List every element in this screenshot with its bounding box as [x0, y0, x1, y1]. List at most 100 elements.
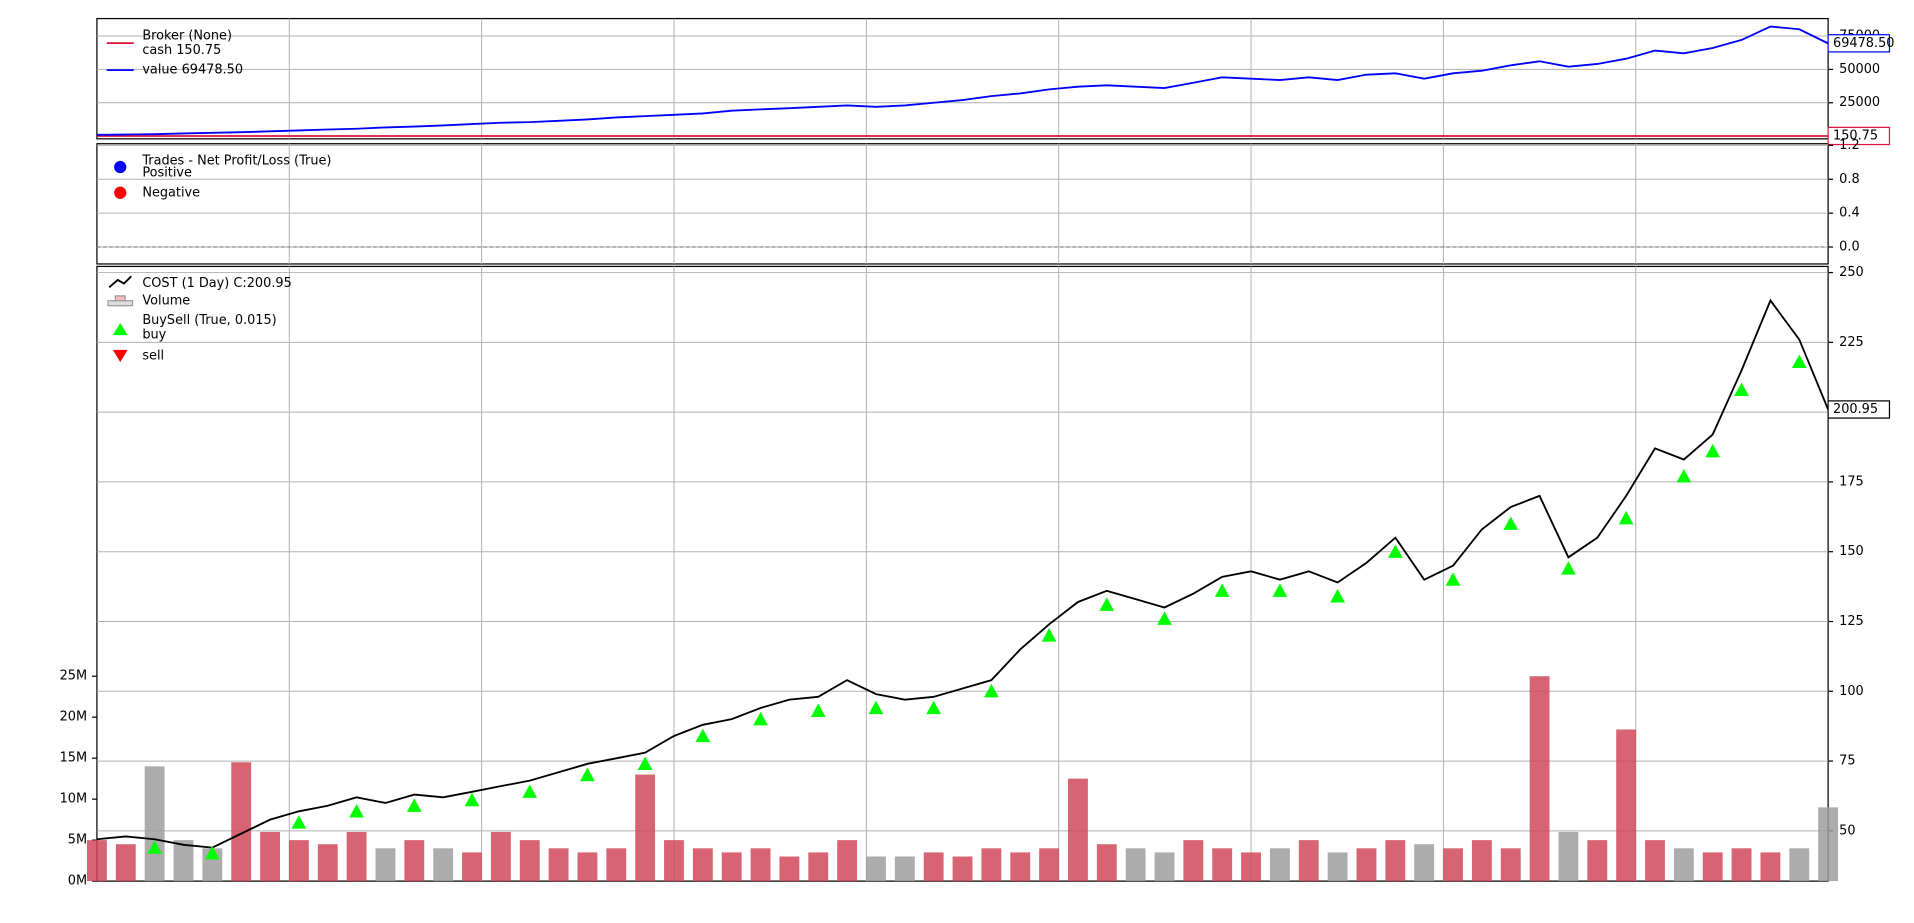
volume-bar — [866, 856, 886, 882]
legend-label: value 69478.50 — [142, 63, 243, 78]
volume-bar — [1529, 676, 1550, 882]
volume-bar — [115, 844, 136, 882]
volume-bar — [577, 852, 598, 882]
volume-bar — [1241, 852, 1261, 882]
y-tick-label: 50 — [1839, 823, 1855, 838]
volume-bar — [1471, 840, 1492, 882]
y-tick-label: 175 — [1839, 474, 1864, 489]
volume-bar — [1500, 848, 1521, 882]
last-value-label: 200.95 — [1833, 402, 1878, 417]
buy-marker — [1676, 468, 1692, 483]
buy-marker — [926, 700, 942, 715]
buy-marker — [1705, 443, 1721, 458]
buy-marker — [1099, 597, 1115, 611]
volume-bar — [952, 856, 973, 882]
volume-bar — [894, 856, 915, 882]
buy-marker — [695, 728, 711, 743]
buy-marker — [147, 840, 162, 854]
y-tick-label: 75 — [1839, 754, 1855, 769]
volume-bar — [144, 766, 165, 882]
last-value-label: 69478.50 — [1833, 36, 1894, 51]
buy-marker — [406, 798, 422, 812]
y2-tick-label: 15M — [60, 751, 88, 766]
last-value-tag — [1827, 126, 1891, 146]
volume-bar — [433, 848, 454, 882]
legend-marker — [112, 349, 128, 363]
volume-bar — [606, 848, 627, 882]
y2-tick-label: 0M — [68, 874, 87, 889]
buy-marker — [349, 803, 364, 818]
y-tick-label: 50000 — [1839, 62, 1880, 77]
volume-bar — [404, 840, 425, 882]
volume-bar — [548, 848, 569, 882]
buy-marker — [753, 711, 768, 726]
volume-bar — [721, 852, 742, 882]
y-tick-label: 250 — [1839, 265, 1864, 280]
legend-label: Volume — [142, 293, 190, 308]
y-tick-label: 225 — [1839, 335, 1864, 350]
volume-bar — [635, 774, 656, 882]
volume-bar — [346, 831, 367, 882]
volume-bar — [173, 840, 194, 882]
volume-bar — [1269, 848, 1290, 882]
volume-bar — [750, 848, 771, 882]
volume-bar — [1096, 844, 1117, 882]
volume-bar — [462, 852, 482, 882]
volume-bar — [1673, 848, 1694, 882]
buy-marker — [1445, 572, 1461, 586]
volume-bar — [923, 852, 944, 882]
panel-frame — [96, 143, 1829, 265]
volume-bar — [1010, 852, 1031, 882]
buy-marker — [868, 700, 884, 715]
volume-bar — [1385, 840, 1406, 882]
legend-label: Positive — [142, 166, 192, 181]
buy-marker — [580, 767, 595, 782]
buy-marker — [1791, 354, 1807, 369]
volume-bar — [981, 848, 1002, 882]
buy-marker — [291, 815, 307, 829]
y-tick-label: 25000 — [1839, 95, 1880, 110]
legend-marker — [112, 322, 128, 336]
panel-frame — [96, 17, 1829, 140]
volume-bar — [808, 852, 829, 882]
volume-bar — [1818, 807, 1839, 882]
buy-marker — [1561, 561, 1576, 575]
volume-bar — [1760, 852, 1781, 882]
y2-tick-label: 10M — [60, 792, 88, 807]
buy-marker — [637, 756, 653, 770]
y2-tick-label: 25M — [60, 669, 88, 684]
legend-marker — [107, 300, 134, 307]
buy-marker — [464, 792, 480, 807]
buy-marker — [810, 703, 826, 717]
y-tick-label: 150 — [1839, 544, 1864, 559]
volume-bar — [1702, 852, 1723, 882]
volume-bar — [375, 848, 396, 882]
legend-marker — [108, 275, 132, 288]
buy-marker — [1387, 544, 1403, 558]
volume-bar — [1356, 848, 1377, 882]
volume-bar — [779, 856, 800, 882]
buy-marker — [1041, 628, 1057, 642]
volume-bar — [692, 848, 713, 882]
y2-tick-label: 5M — [68, 833, 87, 848]
volume-bar — [288, 840, 309, 882]
buy-marker — [1734, 382, 1749, 396]
volume-bar — [837, 840, 858, 882]
legend-label: cash 150.75 — [142, 43, 221, 58]
y-tick-label: 0.4 — [1839, 206, 1859, 221]
buy-marker — [1330, 589, 1345, 603]
y-tick-label: 0.8 — [1839, 172, 1859, 187]
legend-title: COST (1 Day) C:200.95 — [142, 276, 291, 291]
legend-title: Trades - Net Profit/Loss (True) — [141, 153, 331, 168]
volume-bar — [1414, 844, 1435, 882]
volume-bar — [317, 844, 338, 882]
buy-marker — [204, 845, 220, 860]
volume-bar — [1645, 840, 1665, 882]
legend-marker — [114, 186, 127, 199]
volume-bar — [490, 831, 511, 882]
volume-bar — [664, 840, 684, 882]
volume-bar — [1327, 852, 1348, 882]
volume-bar — [1443, 848, 1463, 882]
legend-title: Broker (None) — [142, 28, 232, 43]
y-tick-label: 0.0 — [1839, 240, 1859, 255]
